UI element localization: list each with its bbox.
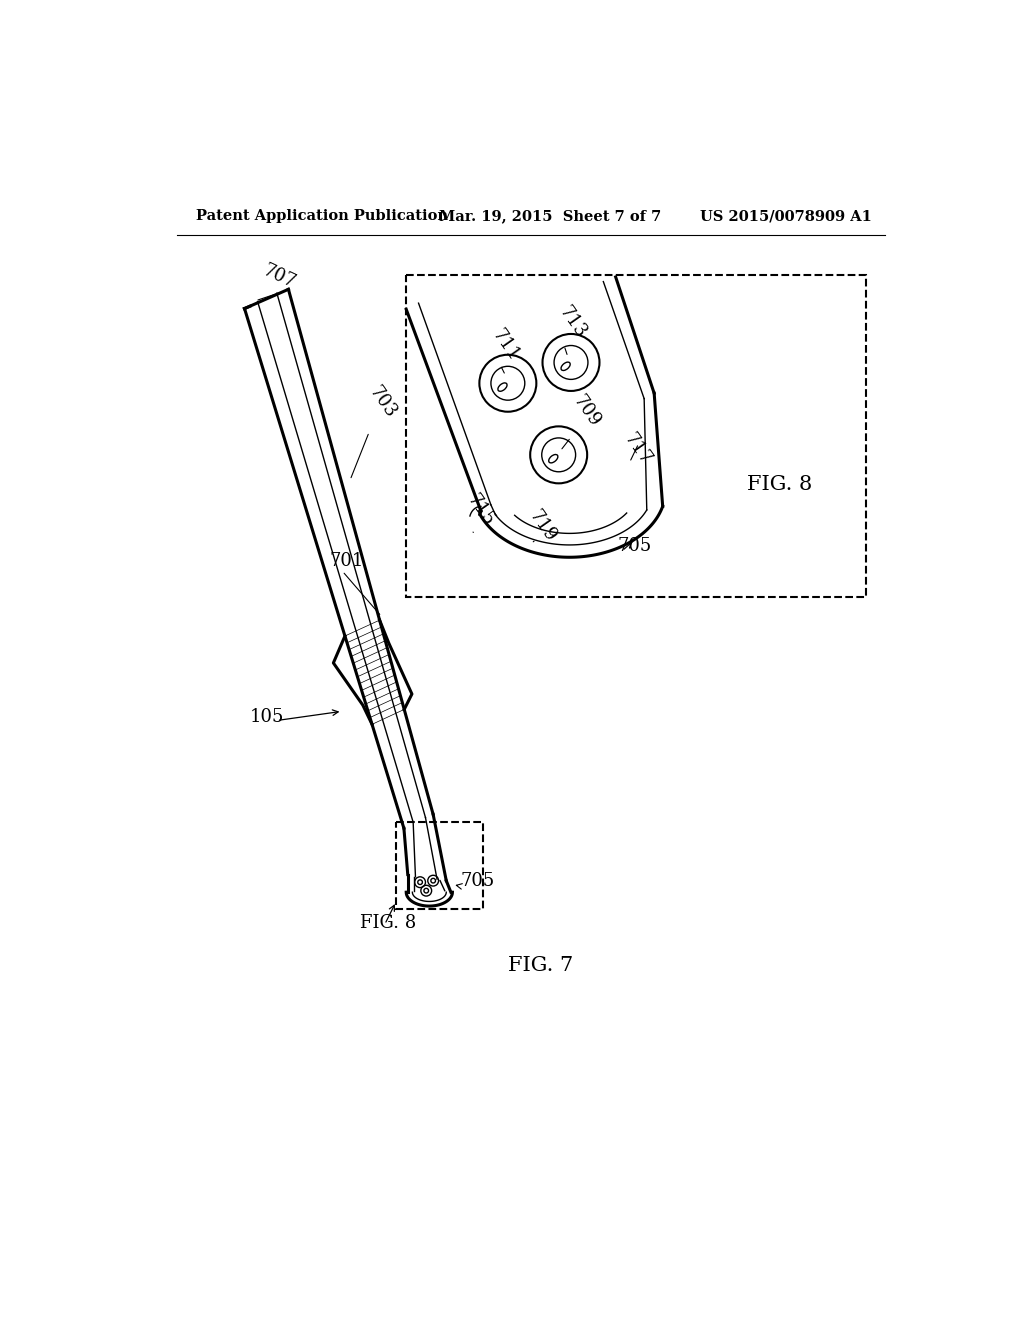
Text: FIG. 8: FIG. 8 <box>360 915 417 932</box>
Text: 715: 715 <box>463 491 498 529</box>
Text: 711: 711 <box>487 326 522 364</box>
Text: Patent Application Publication: Patent Application Publication <box>196 209 449 223</box>
Text: 709: 709 <box>569 392 604 430</box>
Text: FIG. 7: FIG. 7 <box>508 956 573 974</box>
Text: 717: 717 <box>621 430 654 469</box>
Text: FIG. 8: FIG. 8 <box>746 474 812 494</box>
Text: 719: 719 <box>524 507 559 545</box>
Text: US 2015/0078909 A1: US 2015/0078909 A1 <box>700 209 872 223</box>
Text: 705: 705 <box>617 537 651 556</box>
Text: 713: 713 <box>556 302 590 341</box>
Text: 705: 705 <box>460 873 495 890</box>
Text: 701: 701 <box>330 553 364 570</box>
Text: 707: 707 <box>260 261 299 292</box>
Text: 105: 105 <box>250 708 285 726</box>
Text: Mar. 19, 2015  Sheet 7 of 7: Mar. 19, 2015 Sheet 7 of 7 <box>438 209 660 223</box>
Bar <box>396 822 483 909</box>
Text: 703: 703 <box>366 383 399 422</box>
Bar <box>407 276 866 597</box>
